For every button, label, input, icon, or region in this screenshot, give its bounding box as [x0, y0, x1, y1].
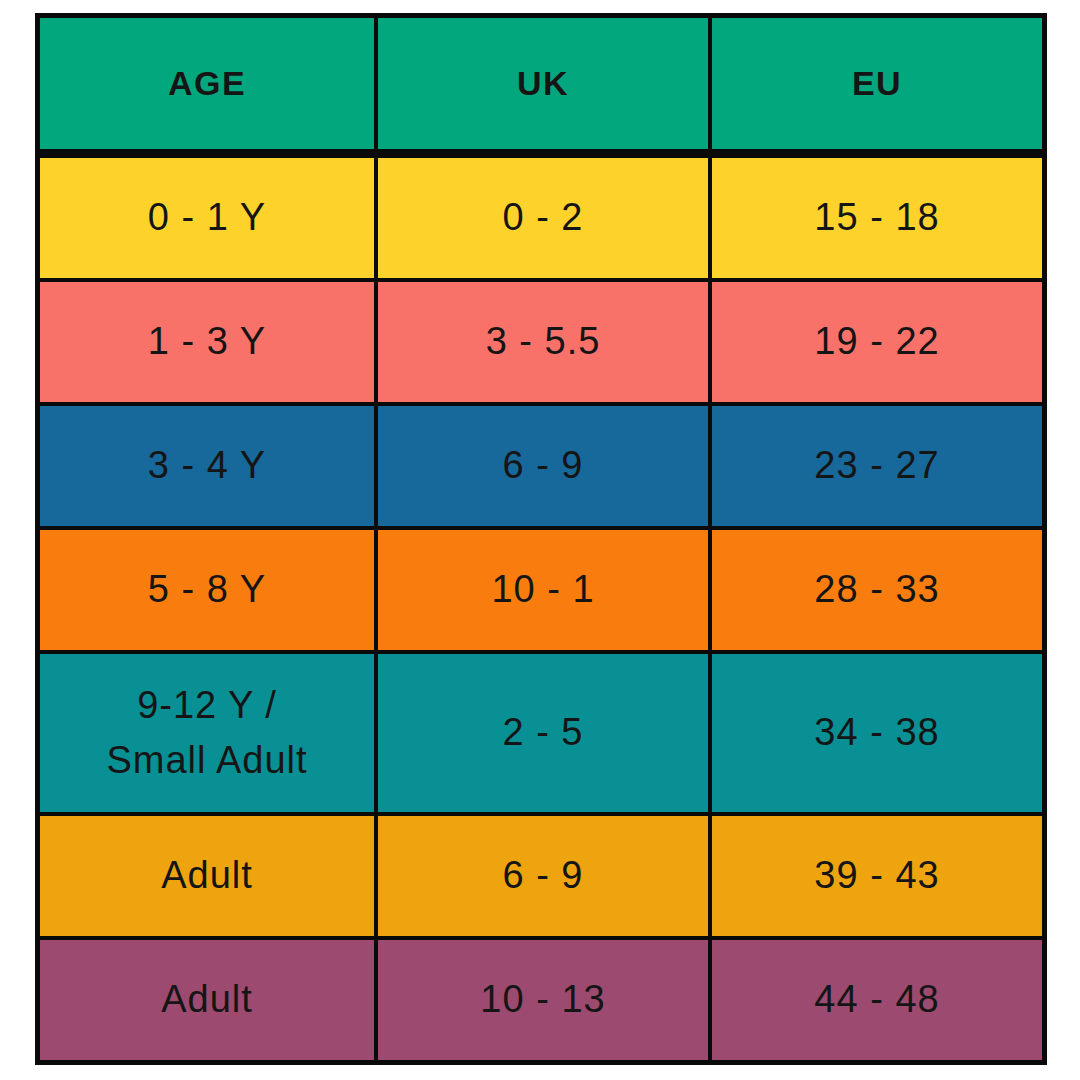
table-row: 3 - 4 Y 6 - 9 23 - 27	[40, 402, 1042, 526]
column-header-age: AGE	[40, 18, 374, 149]
age-cell: 1 - 3 Y	[40, 282, 374, 402]
table-row: Adult 6 - 9 39 - 43	[40, 812, 1042, 936]
page: AGE UK EU 0 - 1 Y 0 - 2 15 - 18 1 - 3 Y …	[0, 0, 1080, 1080]
uk-size-cell: 6 - 9	[374, 406, 708, 526]
uk-size-cell: 0 - 2	[374, 158, 708, 278]
age-cell: 0 - 1 Y	[40, 158, 374, 278]
uk-size-cell: 10 - 1	[374, 530, 708, 650]
eu-size-cell: 34 - 38	[708, 654, 1042, 812]
eu-size-cell: 28 - 33	[708, 530, 1042, 650]
column-header-uk: UK	[374, 18, 708, 149]
table-row: 1 - 3 Y 3 - 5.5 19 - 22	[40, 278, 1042, 402]
table-row: 9-12 Y / Small Adult 2 - 5 34 - 38	[40, 650, 1042, 812]
uk-size-cell: 2 - 5	[374, 654, 708, 812]
eu-size-cell: 19 - 22	[708, 282, 1042, 402]
eu-size-cell: 39 - 43	[708, 816, 1042, 936]
uk-size-cell: 3 - 5.5	[374, 282, 708, 402]
table-row: Adult 10 - 13 44 - 48	[40, 936, 1042, 1060]
age-cell: Adult	[40, 816, 374, 936]
eu-size-cell: 15 - 18	[708, 158, 1042, 278]
table-header-row: AGE UK EU	[40, 18, 1042, 154]
age-cell: Adult	[40, 940, 374, 1060]
uk-size-cell: 6 - 9	[374, 816, 708, 936]
table-row: 5 - 8 Y 10 - 1 28 - 33	[40, 526, 1042, 650]
age-cell: 5 - 8 Y	[40, 530, 374, 650]
age-cell: 9-12 Y / Small Adult	[40, 654, 374, 812]
eu-size-cell: 44 - 48	[708, 940, 1042, 1060]
table-row: 0 - 1 Y 0 - 2 15 - 18	[40, 154, 1042, 278]
column-header-eu: EU	[708, 18, 1042, 149]
uk-size-cell: 10 - 13	[374, 940, 708, 1060]
eu-size-cell: 23 - 27	[708, 406, 1042, 526]
age-cell: 3 - 4 Y	[40, 406, 374, 526]
size-conversion-table: AGE UK EU 0 - 1 Y 0 - 2 15 - 18 1 - 3 Y …	[35, 13, 1047, 1065]
